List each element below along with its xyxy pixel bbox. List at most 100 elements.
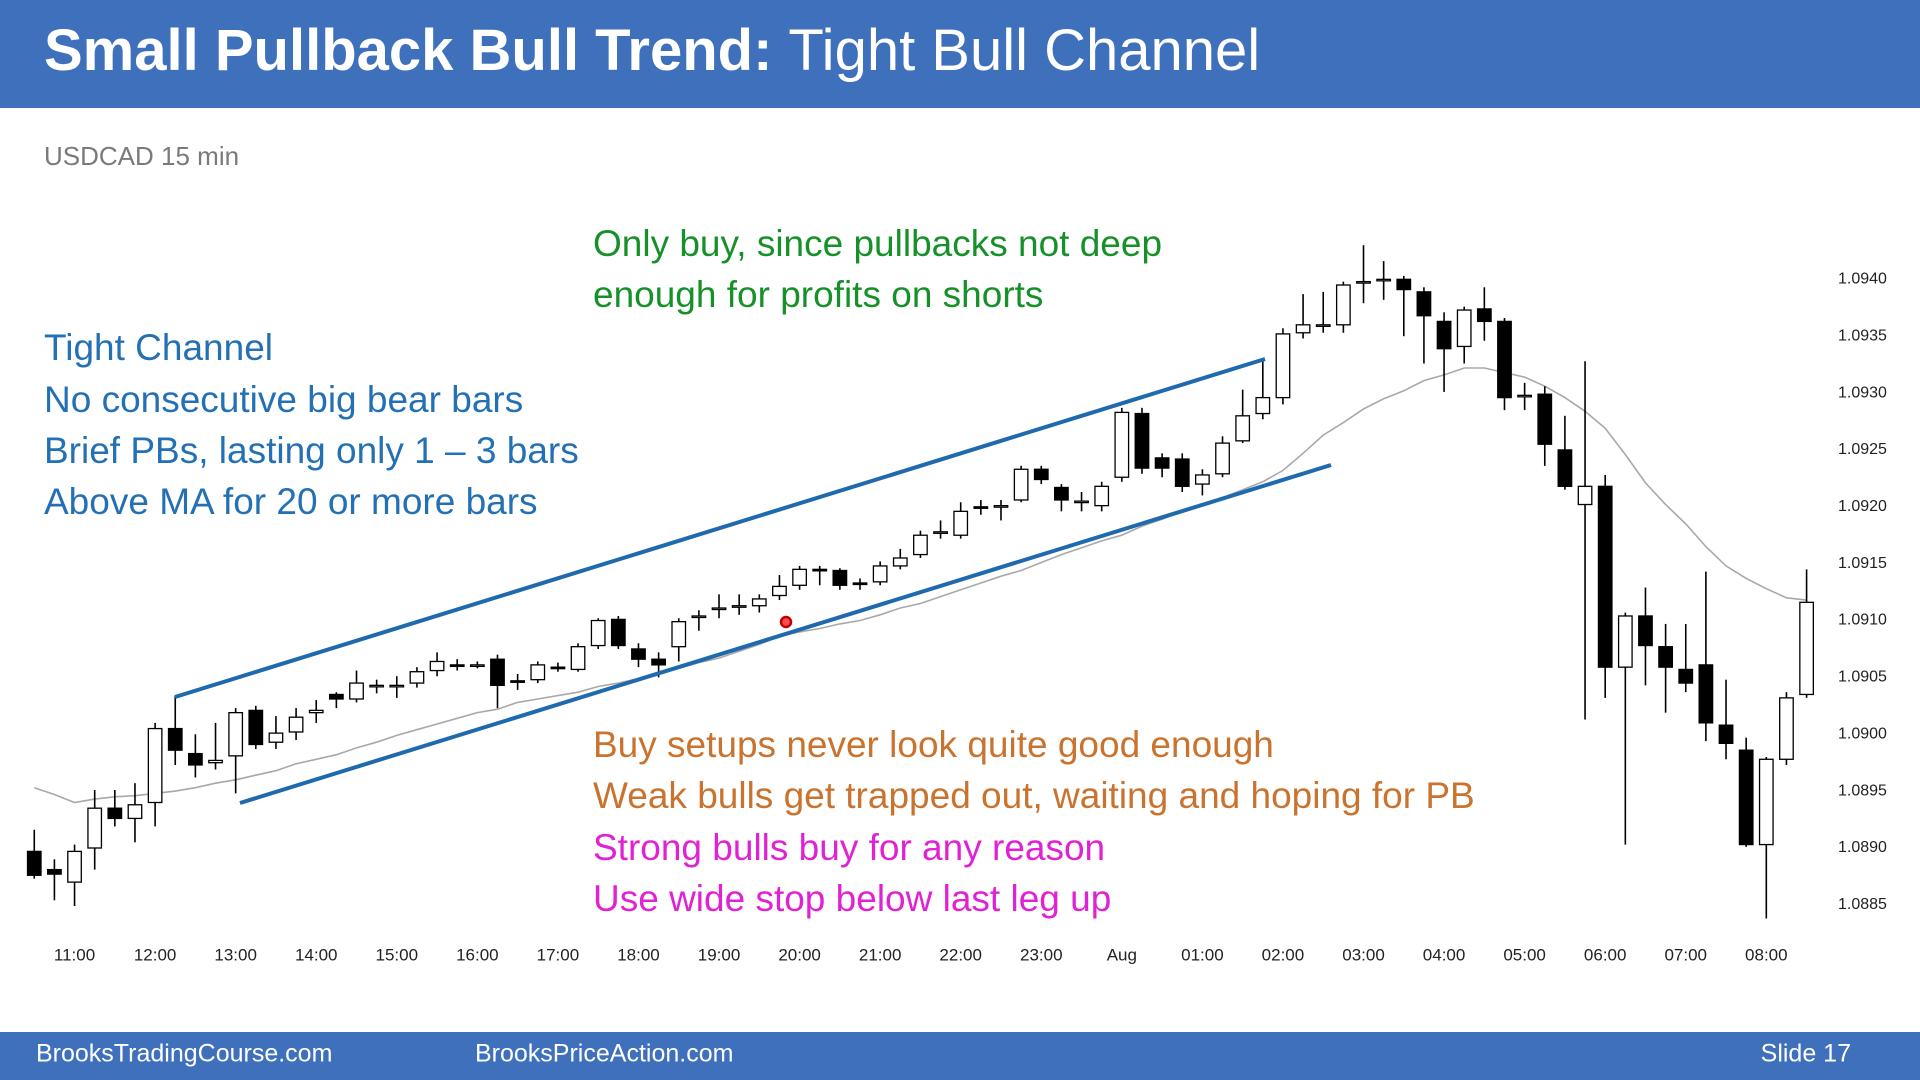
annotation: Only buy, since pullbacks not deep [593,223,1162,264]
candle-body [1174,458,1190,487]
x-tick-label: 18:00 [617,945,660,964]
candle-body [812,568,828,572]
x-tick-label: 03:00 [1342,945,1385,964]
candle-body [510,680,526,683]
footer-bar [0,1032,1920,1080]
cursor-dot [779,615,793,629]
x-tick-label: 08:00 [1745,945,1788,964]
candle-body [1497,320,1512,399]
candle-body [1718,724,1734,745]
x-tick-label: Aug [1107,945,1137,964]
x-tick-label: 19:00 [698,945,741,964]
x-tick-label: 01:00 [1181,945,1224,964]
candle-body [953,510,969,536]
candle-body [731,605,747,608]
candle-body [631,648,646,660]
x-tick-label: 21:00 [859,945,902,964]
candle-body [127,804,143,820]
candle-body [1456,309,1472,348]
candle-body [1396,278,1412,291]
x-tick-label: 22:00 [939,945,982,964]
candle-body [1235,415,1251,442]
candle-body [26,850,42,876]
y-tick-label: 1.0925 [1838,441,1887,458]
candle-body [1194,474,1210,485]
x-tick-label: 11:00 [54,945,95,964]
x-tick-label: 15:00 [376,945,419,964]
candle-body [208,759,223,764]
x-tick-label: 12:00 [134,945,177,964]
candle-body [67,850,82,883]
candle-body [751,598,767,607]
footer-slide: Slide 17 [1761,1040,1851,1068]
candle-body [1557,449,1573,487]
candle-body [87,807,103,849]
candle-body [1114,411,1130,478]
header-bar [0,0,1920,108]
candle-body [469,664,485,668]
candle-body [107,807,123,820]
slide-title: Small Pullback Bull Trend: Tight Bull Cha… [44,18,1260,83]
y-tick-label: 1.0935 [1838,327,1887,344]
y-tick-label: 1.0890 [1838,839,1887,856]
x-tick-label: 04:00 [1423,945,1466,964]
candle-body [1376,278,1392,282]
y-tick-label: 1.0915 [1838,555,1887,572]
candle-body [1597,485,1613,668]
plot-area: 1.0885 1.0890 1.0895 1.0900 1.0905 1.0910 1.09… [26,245,1887,964]
candle-body [308,709,324,714]
candle-body [590,619,606,647]
candle-body [389,684,405,688]
candle-body [671,621,687,648]
annotation: Weak bulls get trapped out, waiting and … [593,775,1475,816]
candle-body [550,666,566,670]
candle-body [1698,664,1714,724]
candle-body [1154,457,1170,469]
candle-body [490,658,505,687]
candle-body [993,505,1009,508]
candle-body [1738,749,1754,846]
candle-body [1638,615,1653,647]
annotation: Above MA for 20 or more bars [44,481,538,522]
y-tick-label: 1.0920 [1838,498,1887,515]
candle-body [1436,320,1452,350]
candle-body [1275,333,1291,399]
candle-body [1335,284,1351,326]
annotation: Buy setups never look quite good enough [593,724,1274,765]
chart-subtitle: USDCAD 15 min [44,141,239,171]
candle-body [167,727,183,751]
candle-body [1779,697,1794,760]
candle-body [1094,485,1110,507]
candle-body [349,682,364,700]
y-tick-label: 1.0895 [1838,782,1887,799]
candle-body [449,664,465,668]
annotation: Tight Channel [44,327,273,368]
candle-body [409,671,425,684]
candle-body [1215,442,1230,475]
candle-body [933,531,948,534]
x-tick-label: 23:00 [1020,945,1063,964]
candle-body [832,569,848,586]
candle-body [1799,601,1814,696]
candle-body [1074,500,1089,504]
candle-body [1476,308,1492,323]
candle-body [429,660,445,672]
x-tick-label: 02:00 [1262,945,1305,964]
candle-body [228,711,244,757]
candle-body [1537,393,1553,445]
x-tick-label: 14:00 [295,945,338,964]
candle-body [892,557,908,567]
candle-body [772,585,787,597]
y-tick-label: 1.0885 [1838,896,1887,913]
candle-body [1134,412,1150,469]
y-tick-label: 1.0900 [1838,725,1887,742]
candle-body [288,716,304,733]
candle-body [792,568,807,586]
candle-body [530,664,546,681]
candle-body [1416,291,1432,317]
candle-body [1577,485,1593,506]
x-tick-label: 16:00 [456,945,499,964]
candle-body [1517,394,1533,398]
